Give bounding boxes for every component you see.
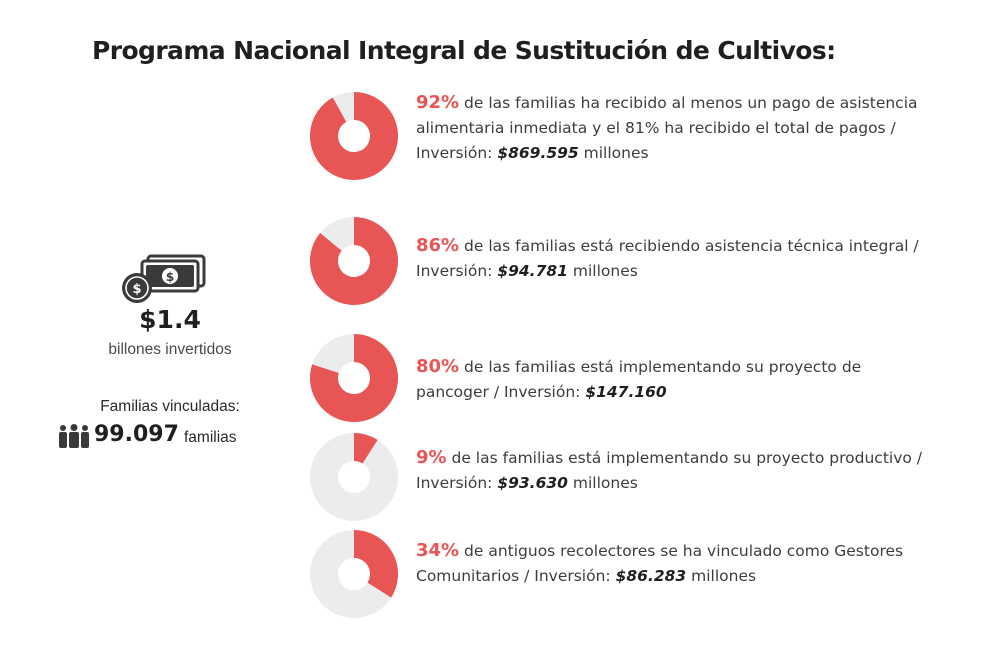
percent-label: 86% [416,235,460,256]
stat-text: 86% de las familias está recibiendo asis… [416,233,936,284]
investment-unit: millones [572,262,638,280]
donut-slice [310,334,398,422]
donut-slice [310,92,398,180]
donut-chart [310,217,398,305]
families-unit: familias [184,429,237,446]
donut-chart [310,530,398,618]
page-title: Programa Nacional Integral de Sustitució… [92,36,836,65]
stat-text: 80% de las familias está implementando s… [416,354,936,405]
investment-total: $1.4 [139,305,201,334]
percent-label: 9% [416,447,447,468]
stat-text: 34% de antiguos recolectores se ha vincu… [416,538,936,589]
stat-description: de las familias ha recibido al menos un … [416,94,918,162]
families-value: 99.097 [94,422,179,447]
stat-description: de las familias está implementando su pr… [416,358,862,401]
percent-label: 92% [416,92,460,113]
investment-amount: $94.781 [497,262,568,280]
investment-amount: $93.630 [497,474,568,492]
svg-text:$: $ [166,270,174,284]
svg-text:$: $ [132,282,141,297]
families-label: Familias vinculadas: [100,398,240,415]
investment-unit: millones [691,567,757,585]
investment-amount: $147.160 [585,383,667,401]
investment-amount: $869.595 [497,144,579,162]
stat-description: de las familias está recibiendo asistenc… [416,237,919,280]
summary-panel: $ $ $1.4 billones invertidos Familias vi… [59,250,270,460]
donut-slice [310,217,398,305]
donut-slice [353,433,378,464]
people-icon [59,424,89,448]
money-icon: $ $ [122,254,206,303]
investment-caption: billones invertidos [108,341,232,358]
donut-slice [353,530,398,598]
investment-amount: $86.283 [615,567,687,585]
stat-text: 9% de las familias está implementando su… [416,445,936,496]
investment-unit: millones [583,144,649,162]
percent-label: 80% [416,356,460,377]
donut-chart [310,433,398,521]
stat-description: de antiguos recolectores se ha vinculado… [416,542,904,585]
stat-text: 92% de las familias ha recibido al menos… [416,90,936,166]
investment-unit: millones [572,474,638,492]
donut-chart [310,334,398,422]
donut-chart [310,92,398,180]
stat-description: de las familias está implementando su pr… [416,449,923,492]
percent-label: 34% [416,540,460,561]
